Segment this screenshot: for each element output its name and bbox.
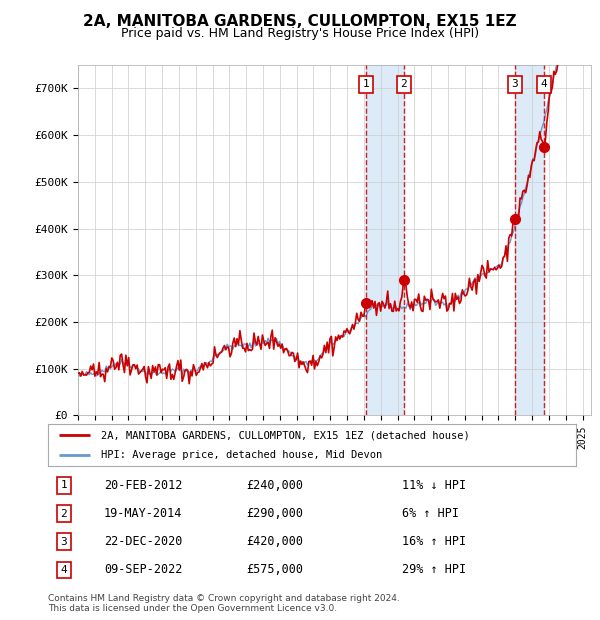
Text: 22-DEC-2020: 22-DEC-2020 bbox=[104, 535, 182, 548]
Text: 19-MAY-2014: 19-MAY-2014 bbox=[104, 507, 182, 520]
Text: 4: 4 bbox=[541, 79, 547, 89]
Text: 20-FEB-2012: 20-FEB-2012 bbox=[104, 479, 182, 492]
Text: Contains HM Land Registry data © Crown copyright and database right 2024.
This d: Contains HM Land Registry data © Crown c… bbox=[48, 594, 400, 613]
Text: £420,000: £420,000 bbox=[247, 535, 304, 548]
Text: 3: 3 bbox=[512, 79, 518, 89]
Text: £240,000: £240,000 bbox=[247, 479, 304, 492]
Text: 2A, MANITOBA GARDENS, CULLOMPTON, EX15 1EZ: 2A, MANITOBA GARDENS, CULLOMPTON, EX15 1… bbox=[83, 14, 517, 29]
Text: 09-SEP-2022: 09-SEP-2022 bbox=[104, 564, 182, 577]
Text: HPI: Average price, detached house, Mid Devon: HPI: Average price, detached house, Mid … bbox=[101, 450, 382, 460]
Text: 29% ↑ HPI: 29% ↑ HPI bbox=[402, 564, 466, 577]
Text: Price paid vs. HM Land Registry's House Price Index (HPI): Price paid vs. HM Land Registry's House … bbox=[121, 27, 479, 40]
Text: £575,000: £575,000 bbox=[247, 564, 304, 577]
Text: 6% ↑ HPI: 6% ↑ HPI bbox=[402, 507, 459, 520]
Text: 1: 1 bbox=[61, 480, 67, 490]
Text: 2: 2 bbox=[401, 79, 407, 89]
Text: £290,000: £290,000 bbox=[247, 507, 304, 520]
Text: 1: 1 bbox=[363, 79, 370, 89]
Text: 16% ↑ HPI: 16% ↑ HPI bbox=[402, 535, 466, 548]
Text: 4: 4 bbox=[61, 565, 67, 575]
Text: 3: 3 bbox=[61, 537, 67, 547]
Bar bbox=[366, 65, 404, 415]
Text: 2: 2 bbox=[61, 508, 67, 518]
Text: 11% ↓ HPI: 11% ↓ HPI bbox=[402, 479, 466, 492]
Text: 2A, MANITOBA GARDENS, CULLOMPTON, EX15 1EZ (detached house): 2A, MANITOBA GARDENS, CULLOMPTON, EX15 1… bbox=[101, 430, 470, 440]
Bar bbox=[515, 65, 544, 415]
